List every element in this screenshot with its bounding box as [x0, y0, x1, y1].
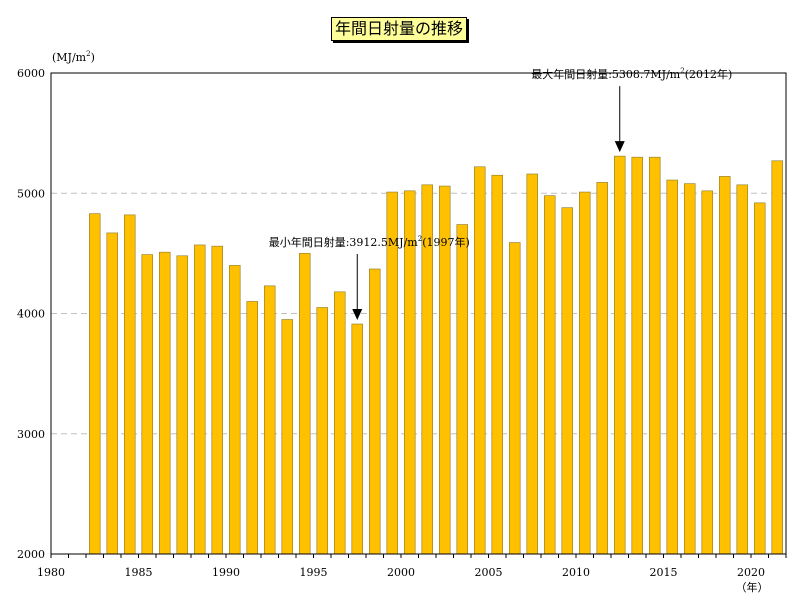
bar-1987 — [176, 255, 188, 555]
x-tick-label-2000: 2000 — [387, 566, 415, 579]
axis-ticks: 2000 3000 4000 5000 6000 1980 1985 1990 1995 2000… — [17, 67, 787, 579]
bar-2006 — [509, 242, 521, 555]
bar-2014 — [649, 156, 661, 555]
y-tick-label-5000: 5000 — [17, 187, 45, 200]
annotations: 最小年間日射量:3912.5MJ/m2(1997年) 最大年間日射量:5308.7… — [269, 67, 732, 321]
bar-1990 — [229, 265, 241, 555]
bar-1993 — [281, 319, 293, 555]
y-tick-label-4000: 4000 — [17, 308, 45, 321]
bar-2015 — [666, 179, 678, 555]
y-tick-label-2000: 2000 — [17, 548, 45, 561]
bar-1986 — [159, 251, 171, 555]
x-tick-label-2010: 2010 — [562, 566, 590, 579]
annotation-max-arrow-head — [614, 141, 625, 153]
y-axis-label: (MJ/m2) — [52, 50, 95, 64]
x-tick-label-2015: 2015 — [650, 566, 678, 579]
bar-1992 — [264, 285, 276, 555]
chart-title: 年間日射量の推移 — [331, 17, 468, 41]
x-tick-label-1980: 1980 — [37, 566, 65, 579]
bar-2005 — [491, 174, 503, 555]
bar-1983 — [106, 232, 118, 555]
bar-2007 — [526, 173, 538, 555]
bar-1989 — [211, 245, 223, 555]
x-tick-label-2020: 2020 — [737, 566, 765, 579]
bar-1996 — [334, 291, 346, 555]
bar-2020 — [754, 202, 766, 555]
bar-1984 — [124, 214, 136, 555]
bar-2010 — [579, 191, 591, 555]
gridlines — [51, 192, 786, 435]
bar-1991 — [246, 301, 258, 555]
bar-1985 — [141, 254, 153, 555]
x-tick-label-1990: 1990 — [212, 566, 240, 579]
x-tick-label-2005: 2005 — [475, 566, 503, 579]
annotation-max-label: 最大年間日射量:5308.7MJ/m2(2012年) — [531, 67, 732, 81]
bar-2011 — [596, 182, 608, 555]
bar-2008 — [544, 195, 556, 555]
x-tick-label-1985: 1985 — [125, 566, 153, 579]
bar-2003 — [456, 224, 468, 555]
y-tick-label-6000: 6000 — [17, 67, 45, 80]
bar-2017 — [701, 190, 713, 555]
bar-1995 — [316, 307, 328, 555]
x-axis-unit: （年） — [736, 580, 769, 594]
bar-1998 — [369, 268, 381, 555]
annotation-min-label: 最小年間日射量:3912.5MJ/m2(1997年) — [269, 235, 470, 249]
bar-2018 — [719, 176, 731, 555]
bar-1988 — [194, 244, 206, 555]
bar-2016 — [684, 183, 696, 555]
bars — [89, 155, 783, 555]
bar-1982 — [89, 213, 101, 555]
bar-2019 — [736, 184, 748, 555]
annotation-min-arrow-head — [352, 309, 363, 321]
bar-1997 — [351, 323, 363, 555]
bar-2021 — [771, 160, 783, 555]
bar-2012 — [614, 155, 626, 555]
bar-2009 — [561, 207, 573, 555]
bar-1994 — [299, 253, 311, 555]
x-tick-label-1995: 1995 — [300, 566, 328, 579]
bar-2004 — [474, 166, 486, 555]
y-tick-label-3000: 3000 — [17, 428, 45, 441]
bar-2013 — [631, 156, 643, 555]
